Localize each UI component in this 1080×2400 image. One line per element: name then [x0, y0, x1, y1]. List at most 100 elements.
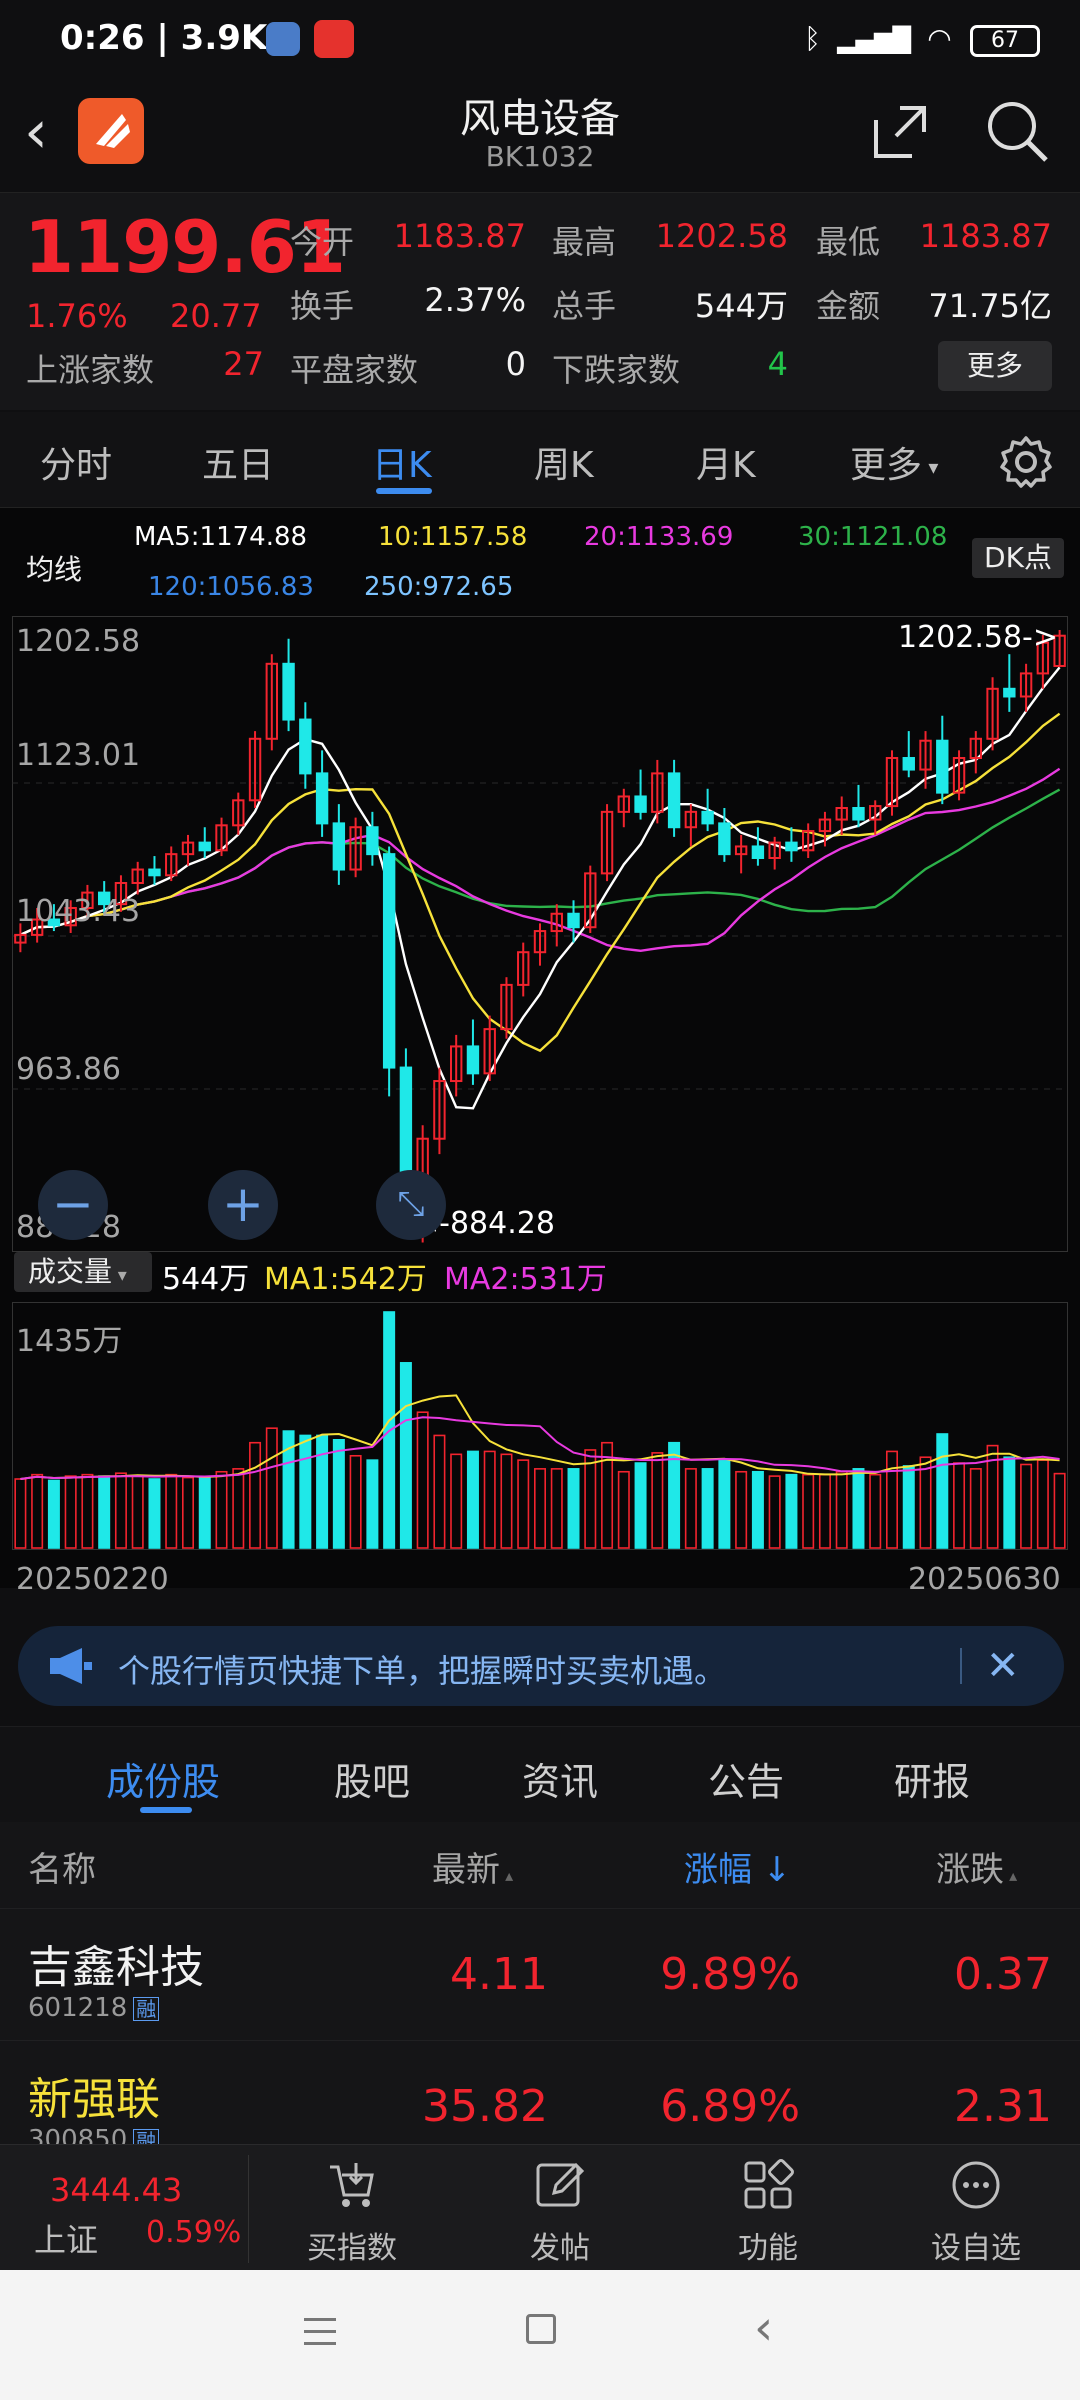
volume-bar	[114, 1472, 127, 1549]
banner-divider	[960, 1648, 962, 1684]
volume-frame	[12, 1302, 1068, 1550]
candle-body	[818, 818, 832, 833]
candle-body	[567, 912, 580, 929]
candle-body	[114, 881, 128, 906]
candle-body	[315, 772, 329, 825]
volume-chart[interactable]	[12, 1302, 1068, 1550]
stock-code: 300850 融	[28, 2125, 160, 2144]
candle-body	[1003, 687, 1016, 698]
volume-bar	[1036, 1459, 1049, 1549]
page-title: 风电设备	[460, 96, 620, 142]
low-value: 1183.87	[919, 217, 1052, 255]
volume-bar	[232, 1468, 245, 1549]
buy-index-button[interactable]: 买指数	[272, 2145, 432, 2271]
volume-bar	[299, 1434, 312, 1549]
change-pct: 6.89%	[660, 2081, 800, 2132]
column-header-change-pct[interactable]: 涨幅 ↓	[684, 1850, 792, 1890]
ma250-value: 250:972.65	[364, 572, 514, 602]
tab-announcements[interactable]: 公告	[708, 1760, 785, 1804]
back-arrow-icon[interactable]: ‹	[24, 97, 48, 167]
volume-bar	[366, 1459, 379, 1549]
candle-body	[148, 868, 161, 877]
dk-point-button[interactable]: DK点	[972, 538, 1064, 578]
volume-ma1-line	[20, 1394, 1060, 1480]
volume-bar	[802, 1473, 815, 1549]
candle-body	[366, 826, 379, 856]
table-row[interactable]: 吉鑫科技 601218 融 4.11 9.89% 0.37	[0, 1908, 1080, 2040]
column-header-change[interactable]: 涨跌 ▴	[936, 1850, 1018, 1890]
column-header-latest[interactable]: 最新 ▴	[432, 1850, 514, 1890]
volume-bar	[601, 1441, 614, 1549]
tab-monthly-k[interactable]: 月K	[696, 445, 756, 486]
current-price: 1199.61	[24, 205, 346, 289]
volume-bar	[316, 1434, 329, 1549]
unchanged-value: 0	[505, 345, 526, 383]
tab-news[interactable]: 资讯	[522, 1760, 599, 1804]
candle-body	[919, 739, 932, 771]
ma120-value: 120:1056.83	[148, 572, 314, 602]
volume-bar	[584, 1449, 597, 1549]
tab-research[interactable]: 研报	[894, 1760, 971, 1804]
index-ticker[interactable]: 3444.43 上证 0.59%	[0, 2145, 248, 2271]
tab-five-day[interactable]: 五日	[202, 445, 275, 486]
gear-icon[interactable]	[998, 434, 1054, 490]
share-icon[interactable]	[868, 100, 932, 164]
latest-price: 4.11	[450, 1949, 548, 2000]
candle-body	[885, 757, 899, 808]
expand-icon[interactable]: ⤡	[376, 1170, 446, 1240]
add-to-watchlist-button[interactable]: 设自选	[896, 2145, 1056, 2271]
decliners-label: 下跌家数	[552, 351, 681, 389]
volume-bar	[31, 1473, 44, 1549]
ma-label: 均线	[26, 553, 83, 586]
candle-body	[718, 822, 731, 856]
tab-more[interactable]: 更多 ▾	[850, 445, 939, 486]
volume-indicator-select[interactable]: 成交量 ▾	[14, 1252, 152, 1292]
dropdown-triangle-icon: ▾	[112, 1265, 127, 1286]
functions-button[interactable]: 功能	[688, 2145, 848, 2271]
tab-daily-k[interactable]: 日K	[372, 445, 432, 486]
volume-bar	[902, 1465, 915, 1549]
candle-body	[64, 906, 77, 927]
candlestick-chart[interactable]	[12, 616, 1068, 1252]
search-icon[interactable]	[984, 98, 1050, 164]
table-row[interactable]: 新强联 300850 融 35.82 6.89% 2.31	[0, 2040, 1080, 2144]
tab-weekly-k[interactable]: 周K	[534, 445, 594, 486]
candle-body	[433, 1080, 446, 1140]
stock-code: 601218 融	[28, 1993, 160, 2023]
candle-body	[215, 824, 228, 852]
zoom-out-button[interactable]: −	[38, 1170, 108, 1240]
more-button[interactable]: 更多	[938, 341, 1052, 391]
menu-icon[interactable]	[304, 2316, 336, 2346]
candle-body	[466, 1045, 480, 1075]
tab-intraday[interactable]: 分时	[40, 445, 113, 486]
candle-body	[801, 830, 815, 852]
tab-underline	[376, 488, 432, 494]
post-button[interactable]: 发帖	[480, 2145, 640, 2271]
volume-ma2: MA2:531万	[444, 1262, 607, 1297]
volume-bar	[450, 1453, 463, 1549]
tab-constituents[interactable]: 成份股	[106, 1760, 221, 1804]
candle-body	[449, 1045, 463, 1083]
volume-bar	[735, 1470, 748, 1549]
volume-bar	[148, 1478, 161, 1549]
volume-bar	[64, 1475, 77, 1549]
volume-bar	[953, 1462, 966, 1549]
close-icon[interactable]: ✕	[986, 1643, 1020, 1689]
promo-banner[interactable]: 个股行情页快捷下单，把握瞬时买卖机遇。 ✕	[18, 1626, 1064, 1706]
candle-body	[617, 795, 631, 813]
sort-icon: ▴	[1004, 1866, 1018, 1885]
change-percent: 1.76%	[26, 297, 128, 335]
candle-body	[936, 739, 949, 794]
home-icon[interactable]	[526, 2314, 556, 2344]
zoom-in-button[interactable]: +	[208, 1170, 278, 1240]
candle-body	[14, 933, 27, 944]
candle-body	[500, 983, 513, 1031]
back-icon[interactable]: ‹	[754, 2300, 774, 2356]
candle-body	[131, 868, 144, 884]
tab-forum[interactable]: 股吧	[334, 1760, 411, 1804]
candle-body	[1036, 641, 1050, 675]
more-dots-icon	[952, 2161, 1000, 2209]
volume-bar	[534, 1468, 546, 1549]
edit-icon	[536, 2162, 585, 2207]
volume-bar	[517, 1459, 530, 1549]
